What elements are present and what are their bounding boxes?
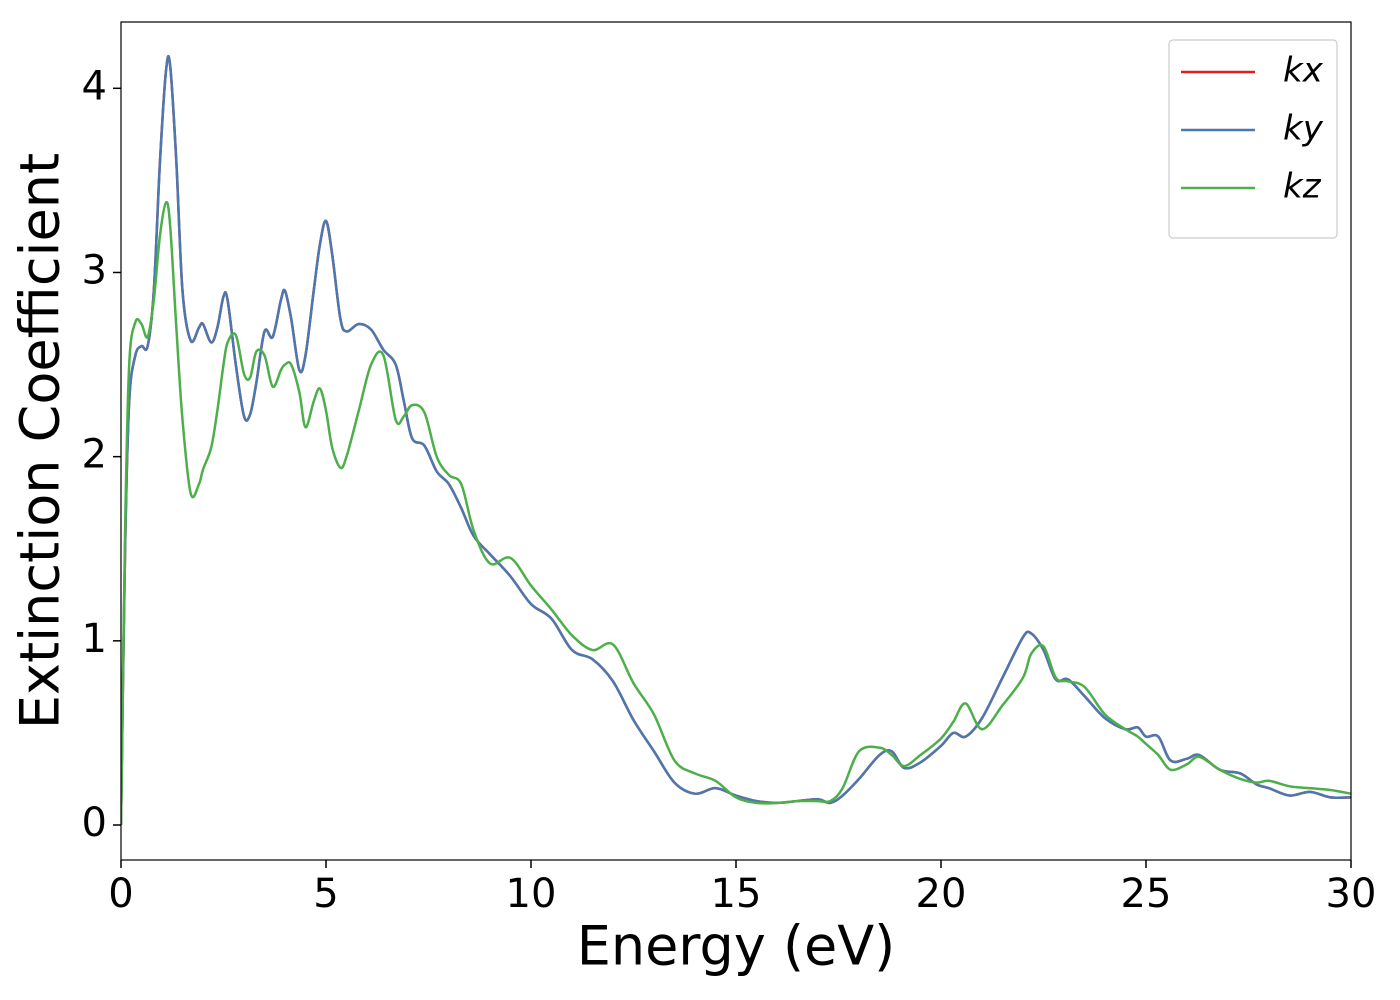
legend-label: ky xyxy=(1283,109,1324,149)
x-tick-label: 15 xyxy=(711,871,762,917)
y-tick-label: 0 xyxy=(82,800,107,846)
y-tick-label: 2 xyxy=(82,432,107,478)
x-tick-label: 30 xyxy=(1326,871,1377,917)
x-tick-label: 20 xyxy=(916,871,967,917)
series-line xyxy=(121,200,1351,826)
x-tick-label: 0 xyxy=(108,871,133,917)
x-tick-label: 5 xyxy=(313,871,338,917)
x-tick-label: 25 xyxy=(1121,871,1172,917)
series-line xyxy=(121,55,1351,826)
y-tick-label: 4 xyxy=(82,63,107,109)
x-tick-label: 10 xyxy=(506,871,557,917)
plot-frame xyxy=(120,21,1352,861)
legend-label: kz xyxy=(1283,167,1322,207)
series-line xyxy=(121,55,1351,826)
y-tick-label: 3 xyxy=(82,247,107,293)
y-axis-label: Extinction Coefficient xyxy=(9,153,72,729)
legend-label: kx xyxy=(1283,51,1324,91)
y-tick-label: 1 xyxy=(82,616,107,662)
x-axis-label: Energy (eV) xyxy=(577,915,896,978)
